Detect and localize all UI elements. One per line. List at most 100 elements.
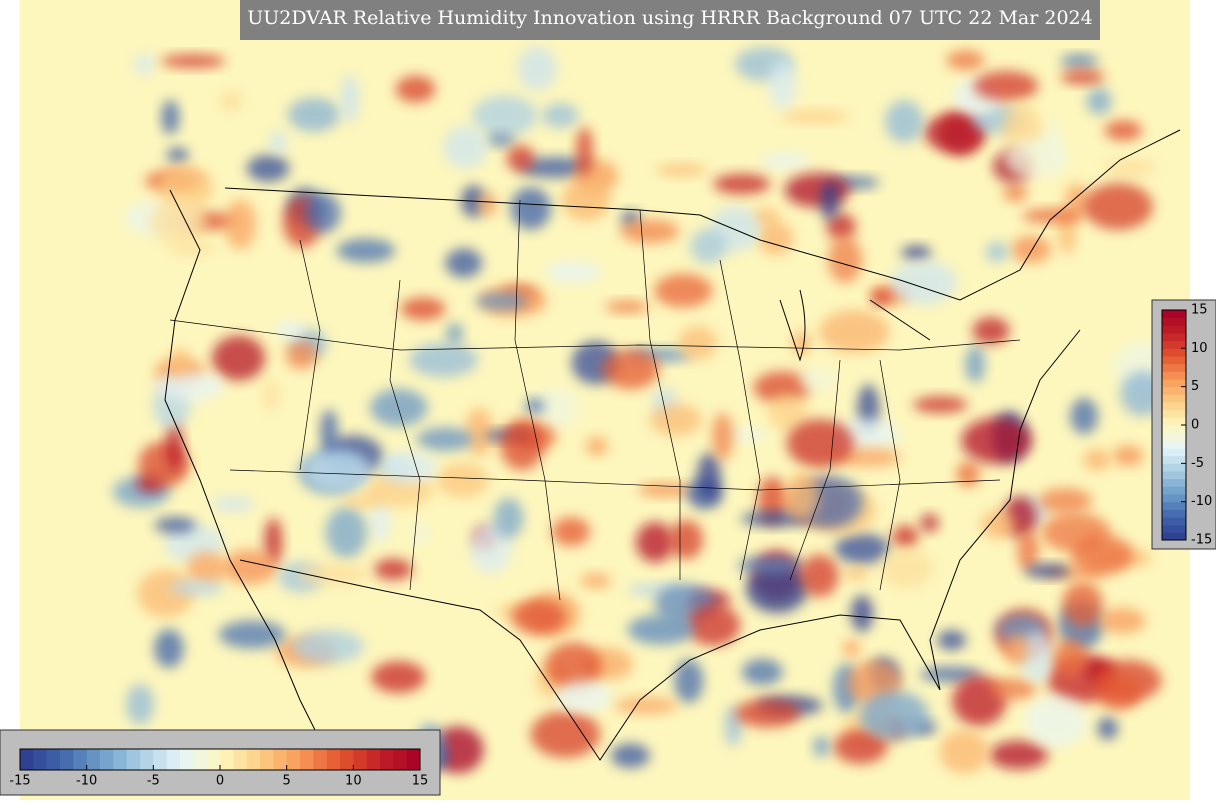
field-blob [172, 347, 189, 376]
field-blob [285, 339, 318, 370]
colorbar-segment [1162, 402, 1186, 411]
field-blob [446, 322, 463, 344]
field-blob [819, 310, 890, 354]
field-blob [737, 555, 804, 575]
field-blob [985, 241, 1009, 262]
colorbar-segment [126, 749, 141, 770]
field-blob [786, 419, 854, 468]
field-blob [149, 198, 208, 246]
title-box [240, 0, 1100, 40]
field-blob [369, 388, 428, 427]
field-blob [517, 46, 557, 91]
colorbar-segment [100, 749, 114, 770]
colorbar-segment [86, 749, 101, 770]
field-blob [1104, 120, 1143, 141]
field-blob [485, 132, 516, 147]
coastline [239, 329, 1081, 761]
field-blob [445, 248, 483, 278]
field-blob [920, 514, 939, 532]
field-blob [585, 436, 608, 456]
field-blob [872, 291, 890, 305]
colorbar-segment [1162, 363, 1186, 372]
colorbar-segment [1162, 501, 1186, 510]
field-blob [654, 273, 713, 308]
field-blob [826, 213, 856, 241]
field-blob [1018, 631, 1055, 683]
field-blob [1017, 531, 1039, 571]
colorbar-segment [193, 749, 208, 770]
colorbar-segment [1162, 517, 1186, 526]
field-blob [212, 495, 255, 512]
colorbar-segment [1162, 417, 1186, 426]
colorbar-segment [300, 749, 314, 770]
field-blob [530, 710, 601, 758]
colorbar-segment [1162, 463, 1186, 472]
colorbar-segment [1162, 486, 1186, 495]
field-blob [946, 50, 985, 70]
colorbar-segment [233, 749, 248, 770]
colorbar-segment [393, 749, 408, 770]
field-blob [472, 95, 538, 136]
field-blob [506, 145, 535, 172]
field-blob [223, 549, 278, 585]
field-blob [305, 193, 341, 233]
field-blob [614, 696, 678, 715]
colorbar-segment [1162, 440, 1186, 449]
colorbar-segment [1162, 524, 1186, 533]
colorbar-segment [1162, 478, 1186, 487]
field-blob [304, 450, 372, 491]
field-blob [561, 178, 611, 221]
field-blob [395, 75, 436, 103]
field-blob [154, 629, 184, 668]
field-blob [1005, 633, 1028, 667]
colorbar-segment [1162, 356, 1186, 365]
colorbar-segment [1162, 409, 1186, 418]
field-blob [1112, 445, 1144, 467]
field-blob [800, 554, 839, 598]
field-blob [674, 658, 704, 704]
field-blob [320, 409, 338, 453]
colorbar-segment [46, 749, 61, 770]
field-blob [689, 228, 727, 264]
colorbar-tick-label: 15 [412, 774, 429, 789]
field-blob [610, 743, 650, 768]
field-blob [1097, 607, 1146, 634]
field-blob [499, 419, 544, 471]
colorbar-segment [1162, 386, 1186, 395]
field-blob [1070, 398, 1098, 435]
state-lines [169, 199, 1021, 601]
colorbar-segment [206, 749, 221, 770]
field-blob [892, 524, 919, 549]
field-blob [845, 566, 868, 581]
colorbar-tick-label: 15 [1191, 303, 1208, 318]
field-blob [219, 90, 243, 112]
field-blob [650, 403, 702, 437]
colorbar-segment [1162, 310, 1186, 319]
colorbar-tick-label: -10 [76, 774, 97, 789]
field-blob [880, 548, 933, 589]
field-blob [580, 573, 612, 589]
colorbar-segment [1162, 333, 1186, 342]
field-blob [154, 517, 196, 534]
colorbar-segment [20, 749, 34, 770]
coastline [164, 189, 331, 761]
field-blob [1038, 488, 1093, 514]
colorbar-segment [113, 749, 128, 770]
field-blob [713, 173, 771, 195]
colorbar-segment [1162, 494, 1186, 503]
field-blob [781, 110, 849, 123]
field-blob [735, 698, 801, 728]
field-blob [166, 147, 189, 163]
colorbar-segment [340, 749, 354, 770]
field-blob [551, 517, 591, 546]
field-blob [768, 59, 797, 110]
colorbar-segment [220, 749, 234, 770]
field-blob [1071, 534, 1133, 575]
field-blob [842, 639, 861, 657]
colorbar-segment [1162, 379, 1186, 388]
colorbar-segment [153, 749, 168, 770]
field-blob [339, 74, 360, 123]
field-blob [409, 342, 478, 378]
field-blob [850, 595, 874, 632]
